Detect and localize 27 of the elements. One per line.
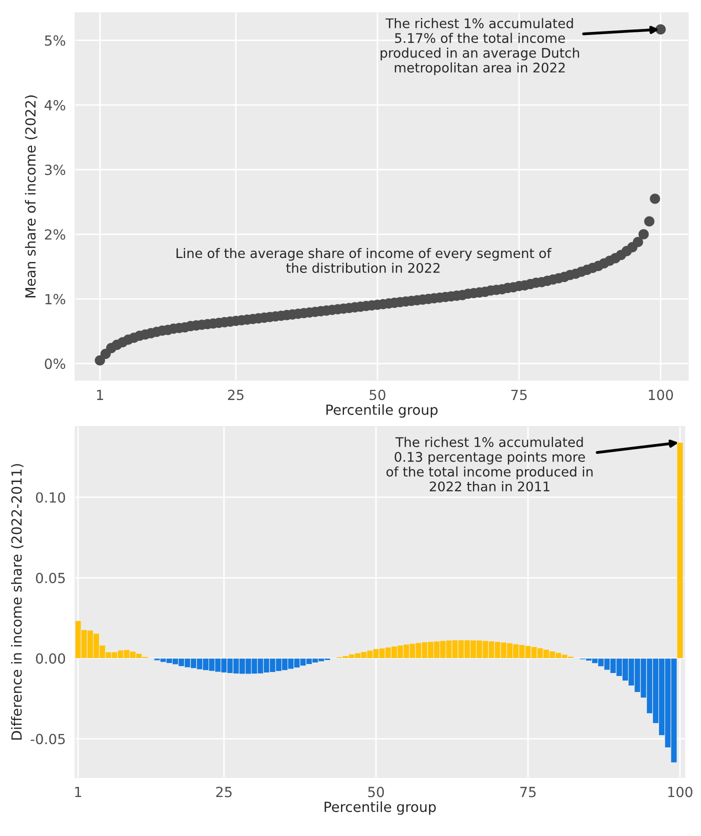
- x-tick-label: 50: [370, 390, 386, 400]
- annotation: Line of the average share of income of every segment of the distribution in 2022: [176, 248, 552, 273]
- x-axis-title: Percentile group: [326, 404, 438, 418]
- y-tick-label: 0.05: [36, 572, 65, 584]
- x-tick-label: 75: [511, 390, 527, 400]
- x-tick-label: 1: [75, 786, 82, 798]
- x-tick-label: 100: [648, 390, 673, 400]
- y-axis-title: Difference in income share (2022-2011): [11, 464, 24, 740]
- y-tick-label: 5%: [45, 35, 66, 46]
- annotation: The richest 1% accumulated 5.17% of the total income produced in an average Dutch metropolitan area in 2022: [380, 18, 580, 76]
- y-tick-label: 1%: [45, 294, 66, 304]
- x-tick-label: 25: [216, 786, 232, 798]
- y-tick-label: 2%: [44, 229, 66, 240]
- y-tick-label: 4%: [44, 100, 66, 110]
- annotation: The richest 1% accumulated 0.13 percentage points more of the total income produced in 2022 than in 2011: [386, 436, 593, 492]
- y-tick-label: -0.05: [30, 734, 65, 744]
- y-axis-title: Mean share of income (2022): [24, 95, 38, 298]
- x-tick-label: 75: [520, 786, 536, 798]
- x-tick-label: 50: [368, 786, 384, 798]
- y-tick-label: 0.00: [36, 653, 66, 664]
- y-tick-label: 0%: [44, 358, 66, 370]
- y-tick-label: 3%: [45, 164, 66, 176]
- x-tick-label: 25: [228, 390, 244, 400]
- y-tick-label: 0.10: [36, 492, 66, 503]
- x-axis-title: Percentile group: [324, 801, 436, 815]
- x-tick-label: 1: [97, 390, 104, 400]
- x-tick-label: 100: [668, 786, 692, 798]
